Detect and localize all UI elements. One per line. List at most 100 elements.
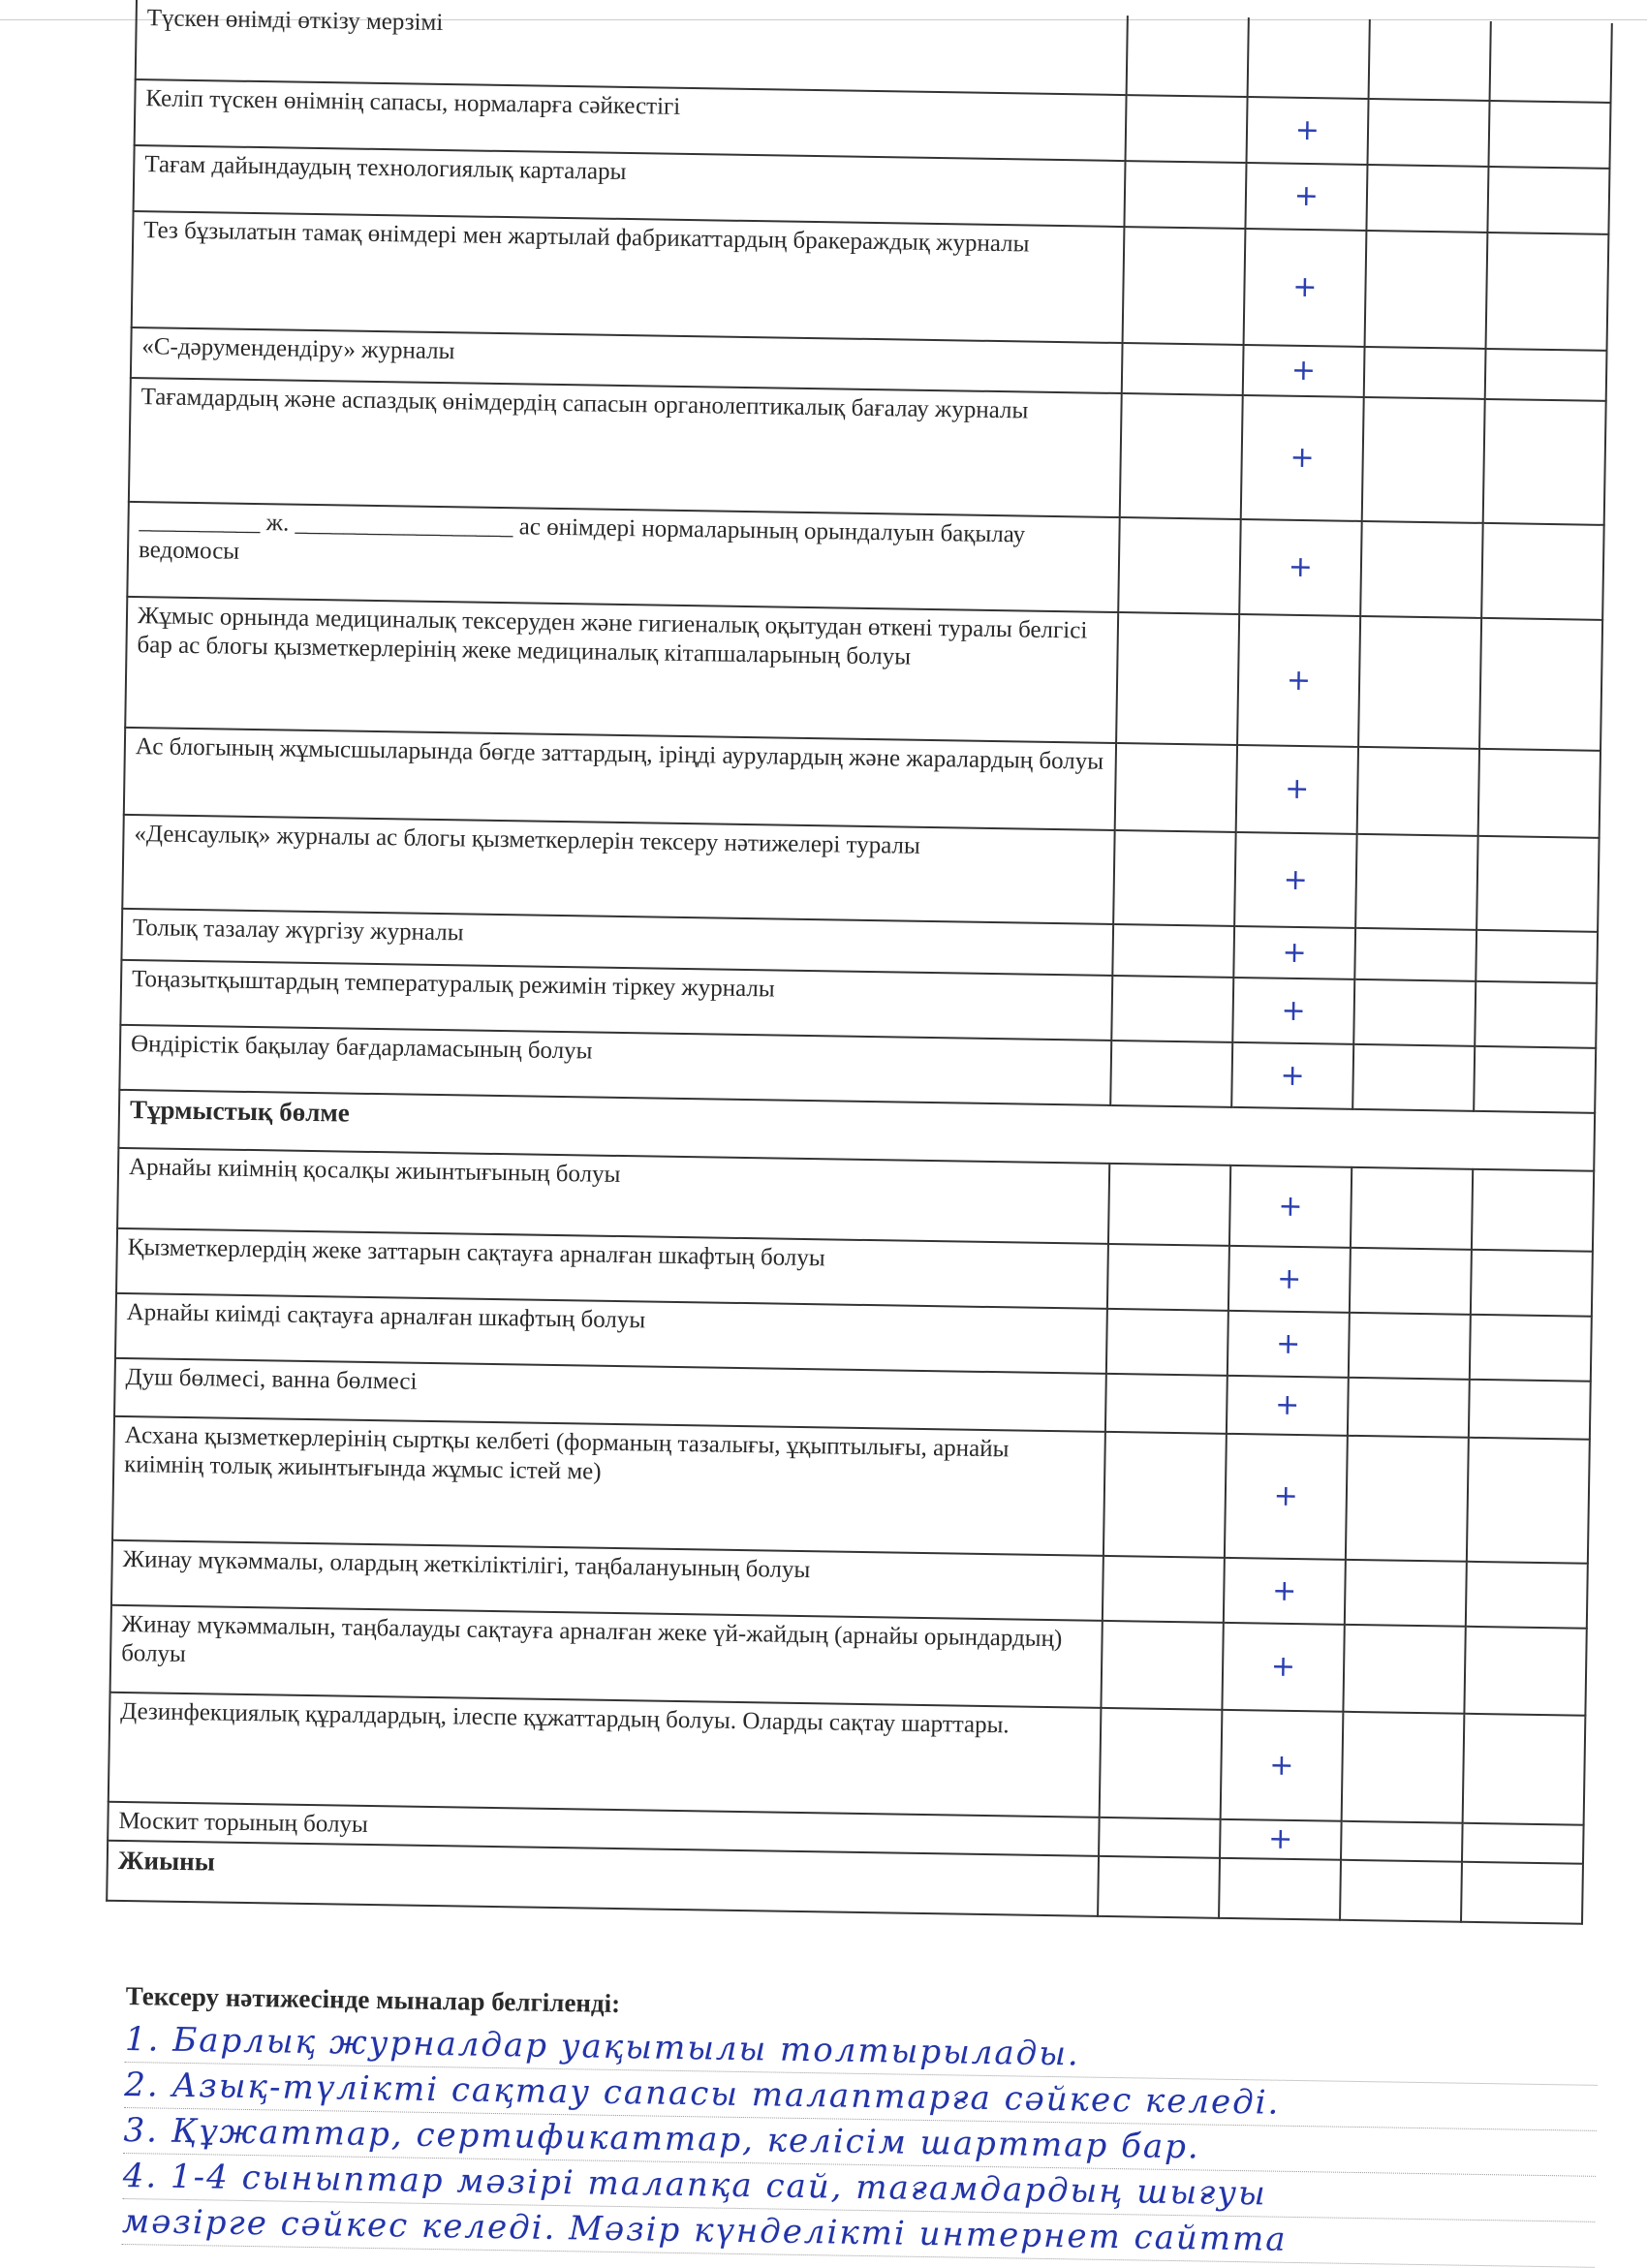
check-mark: + [1235,744,1358,834]
empty-cell [1461,1822,1584,1864]
check-mark: + [1226,1375,1349,1436]
check-mark: + [1233,925,1355,979]
empty-cell [1345,1435,1469,1562]
empty-cell [1364,230,1488,349]
empty-cell [1350,1166,1474,1250]
check-mark: + [1239,518,1362,616]
check-mark: + [1223,1557,1346,1625]
empty-cell [1352,1043,1476,1111]
empty-cell [1367,98,1490,167]
check-mark: + [1227,1310,1350,1378]
empty-cell [1111,975,1234,1042]
check-mark: + [1220,1709,1344,1821]
empty-cell [1476,929,1599,983]
empty-cell [1097,1855,1220,1918]
empty-cell [1119,393,1243,519]
empty-cell [1122,227,1246,346]
check-mark: + [1219,1818,1342,1860]
empty-cell [1464,1626,1587,1716]
criterion-text: Тез бұзылатын тамақ өнімдері мен жартыла… [131,210,1125,344]
criterion-text: Асхана қызметкерлерінің сыртқы келбеті (… [112,1415,1105,1556]
empty-cell [1356,746,1479,836]
empty-cell [1125,95,1248,164]
table-row: Жұмыс орнында медициналық тексеруден жән… [125,596,1603,751]
empty-cell [1465,1561,1588,1629]
empty-cell [1474,1045,1597,1113]
empty-cell [1363,346,1486,399]
empty-cell [1099,1707,1223,1819]
empty-cell [1098,1817,1221,1858]
empty-cell [1103,1431,1227,1558]
empty-cell [1482,398,1606,525]
empty-cell [1360,520,1483,618]
handwritten-notes: 1. Барлық журналдар уақытылы толтырылады… [121,2016,1599,2268]
empty-cell [1462,1713,1586,1825]
check-mark: + [1233,831,1357,928]
empty-cell [1118,517,1241,614]
empty-cell [1101,1620,1224,1710]
empty-cell [1339,1859,1462,1922]
empty-cell [1478,617,1603,751]
empty-cell [1112,923,1234,978]
empty-cell [1368,19,1491,101]
empty-cell [1218,1857,1341,1920]
empty-cell [1357,615,1482,749]
empty-cell [1476,835,1600,932]
table-row: Тағамдардың және аспаздық өнімдердің сап… [128,377,1606,525]
criterion-text: Жұмыс орнында медициналық тексеруден жән… [125,596,1119,743]
table-row: Асхана қызметкерлерінің сыртқы келбеті (… [112,1415,1590,1564]
criterion-text: Дезинфекциялық құралдардың, ілеспе құжат… [108,1692,1102,1818]
empty-cell [1349,1247,1472,1315]
checklist-table: Түскен өнімді өткізу мерзімі Келіп түскен… [106,0,1613,1925]
check-mark: + [1227,1245,1351,1313]
check-mark [1247,17,1370,99]
empty-cell [1354,927,1477,981]
check-mark: + [1242,345,1365,397]
check-mark: + [1224,1433,1348,1560]
empty-cell [1361,396,1485,523]
empty-cell [1487,166,1610,234]
empty-cell [1366,164,1489,233]
empty-cell [1341,1711,1465,1823]
empty-cell [1347,1377,1470,1438]
criterion-text: Арнайы киімнің қосалқы жиынтығының болуы [117,1147,1110,1244]
empty-cell [1470,1249,1593,1317]
criterion-text: Түскен өнімді өткізу мерзімі [135,0,1128,96]
check-mark: + [1231,1041,1354,1109]
empty-cell [1489,20,1612,103]
empty-cell [1110,1040,1233,1107]
empty-cell [1121,343,1244,395]
empty-cell [1460,1861,1583,1924]
check-mark: + [1232,977,1355,1044]
table-row: Тез бұзылатын тамақ өнімдері мен жартыла… [131,210,1609,351]
empty-cell [1353,979,1476,1046]
criterion-text: Тағамдардың және аспаздық өнімдердің сап… [128,377,1122,518]
empty-cell [1104,1373,1227,1434]
check-mark: + [1246,97,1369,165]
empty-cell [1481,522,1604,620]
scan-edge [0,19,1647,20]
empty-cell [1106,1243,1229,1311]
empty-cell [1105,1308,1228,1376]
empty-cell [1340,1820,1463,1862]
empty-cell [1475,980,1598,1048]
check-mark: + [1228,1165,1352,1248]
check-mark: + [1222,1622,1345,1712]
check-mark: + [1245,163,1368,231]
check-mark: + [1240,394,1364,521]
empty-cell [1124,161,1247,230]
empty-cell [1469,1314,1592,1382]
criterion-text: «Денсаулық» журналы ас блогы қызметкерле… [122,814,1115,924]
criterion-text: __________ ж. __________________ ас өнім… [127,501,1120,613]
empty-cell [1484,348,1607,401]
empty-cell [1471,1168,1595,1252]
empty-cell [1466,1437,1590,1564]
empty-cell [1485,232,1609,351]
empty-cell [1354,833,1478,930]
empty-cell [1477,748,1601,838]
empty-cell [1343,1624,1466,1714]
empty-cell [1488,100,1611,169]
empty-cell [1114,742,1237,832]
empty-cell [1348,1312,1471,1380]
empty-cell [1344,1559,1467,1627]
